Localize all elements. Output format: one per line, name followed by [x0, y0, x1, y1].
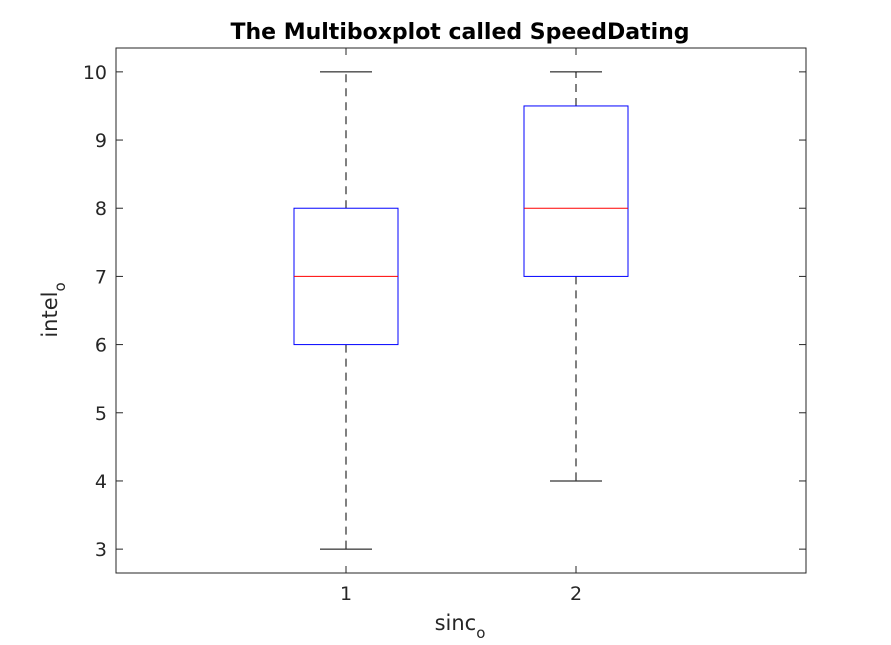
x-tick-label-0: 1	[340, 583, 352, 605]
chart-title: The Multiboxplot called SpeedDating	[230, 20, 689, 45]
y-tick-label-5: 8	[95, 198, 107, 220]
y-tick-label-0: 3	[95, 539, 107, 561]
y-tick-label-7: 10	[83, 62, 107, 84]
axes-frame	[115, 47, 807, 574]
plot-area: 3 4 5 6 7 8 9 10 1 2	[83, 47, 807, 605]
x-axis-label-subscript: o	[476, 624, 485, 642]
y-tick-label-1: 4	[95, 471, 107, 493]
y-tick-label-3: 6	[95, 335, 107, 357]
y-axis-label-base: intel	[38, 292, 62, 338]
x-axis-label: sinco	[435, 611, 486, 642]
y-tick-label-2: 5	[95, 403, 107, 425]
y-axis-label-subscript: o	[51, 282, 69, 291]
box-1	[523, 105, 629, 277]
x-tick-label-1: 2	[570, 583, 582, 605]
y-tick-label-4: 7	[95, 266, 107, 288]
y-tick-label-6: 9	[95, 130, 107, 152]
x-axis-label-base: sinc	[435, 611, 477, 635]
y-axis-label: intelo	[38, 282, 69, 337]
